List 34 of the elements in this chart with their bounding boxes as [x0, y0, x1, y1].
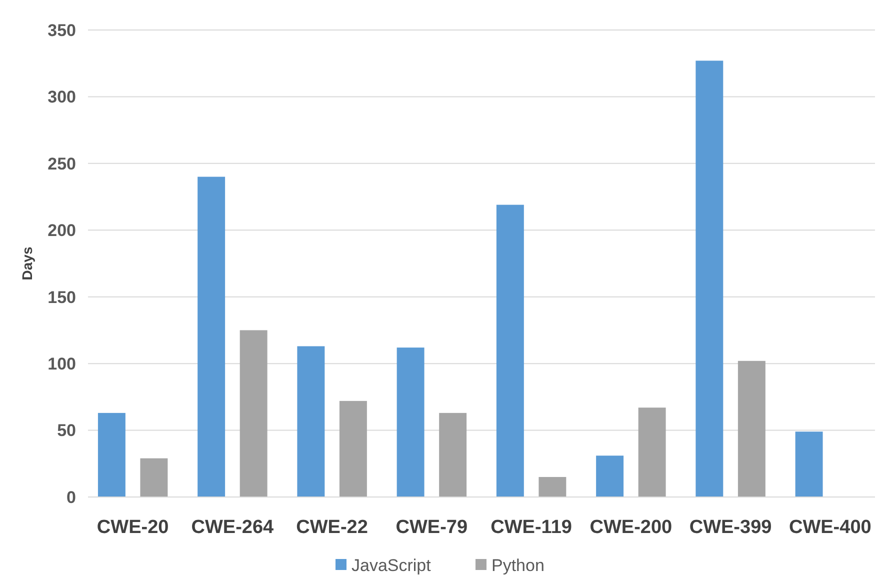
x-tick-label: CWE-20 [96, 517, 169, 538]
bar [696, 60, 724, 497]
bar [538, 476, 566, 497]
x-tick-label: CWE-200 [590, 517, 672, 538]
x-tick-label: CWE-264 [191, 517, 274, 538]
bar [140, 458, 168, 497]
y-tick-label: 0 [66, 488, 76, 507]
y-tick-label: 100 [48, 354, 76, 374]
bar [339, 400, 367, 497]
y-tick-label: 350 [48, 20, 76, 40]
bar [638, 408, 666, 497]
bar [396, 348, 424, 497]
y-axis-title: Days [19, 246, 35, 280]
bar [439, 412, 467, 497]
x-tick-label: CWE-22 [296, 517, 368, 538]
bar [240, 330, 268, 497]
x-tick-label: CWE-400 [788, 517, 872, 538]
y-tick-label: 200 [48, 221, 76, 240]
y-tick-label: 300 [48, 88, 76, 107]
x-tick-label: CWE-399 [689, 517, 772, 538]
bar [98, 412, 126, 497]
bar [496, 204, 524, 497]
bar [738, 360, 766, 497]
legend-label: JavaScript [352, 556, 432, 575]
bar [596, 456, 624, 497]
bar [795, 432, 823, 497]
bar [297, 346, 325, 497]
y-tick-label: 250 [48, 154, 76, 174]
x-tick-label: CWE-79 [396, 517, 468, 538]
y-tick-label: 150 [48, 288, 76, 307]
x-tick-label: CWE-119 [490, 517, 572, 538]
legend-label: Python [492, 556, 544, 575]
y-tick-label: 50 [57, 421, 76, 440]
bar [198, 176, 226, 497]
